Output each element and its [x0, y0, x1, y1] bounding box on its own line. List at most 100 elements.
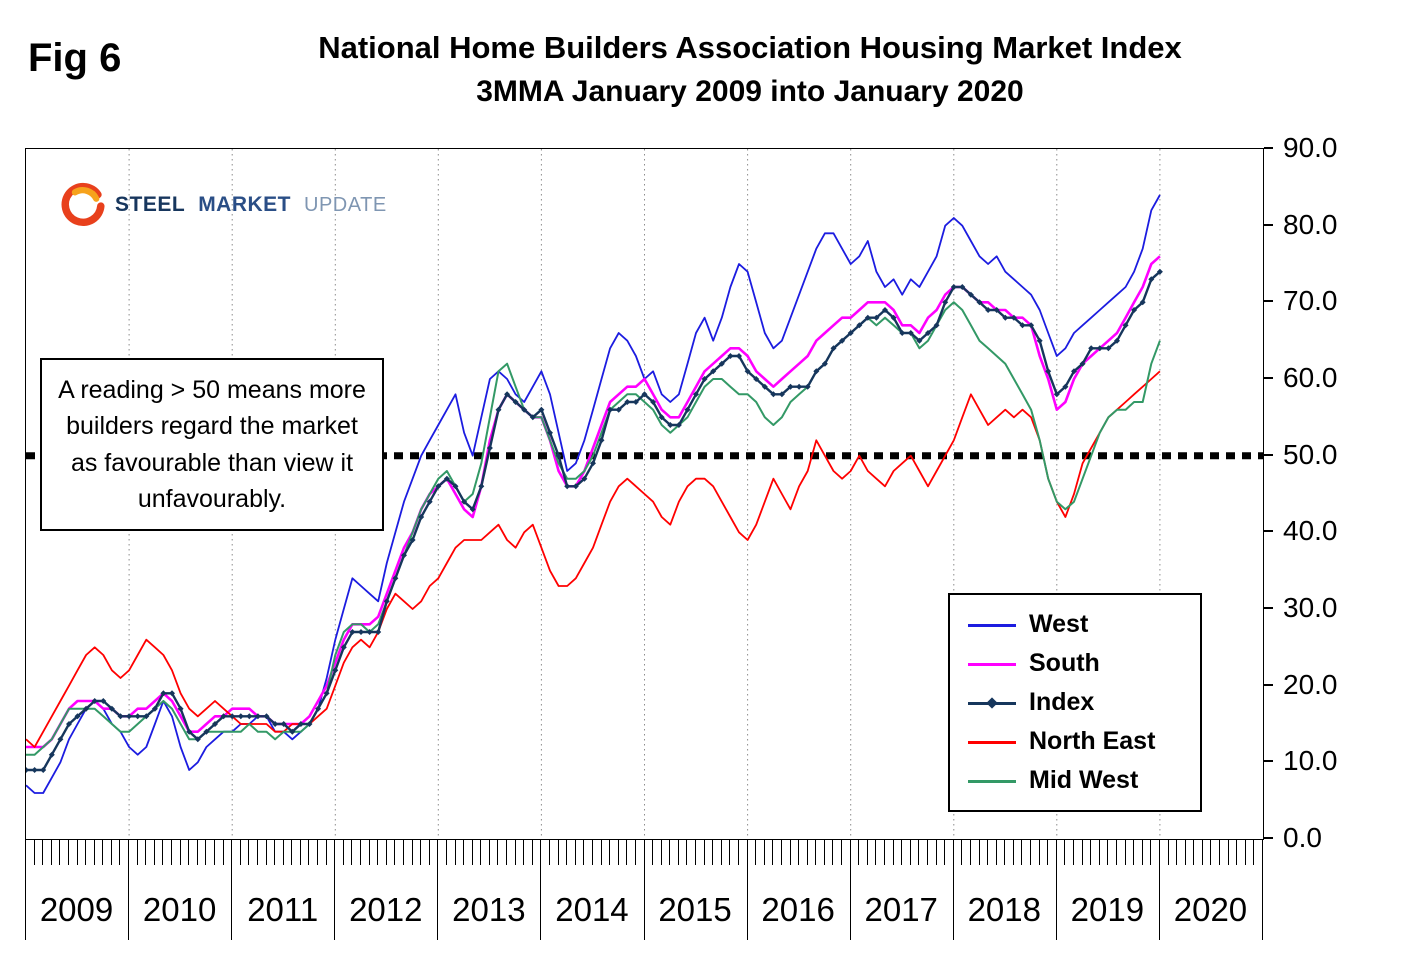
- annotation-box: A reading > 50 means more builders regar…: [40, 358, 384, 531]
- month-tick: [179, 840, 181, 865]
- month-tick: [583, 840, 585, 865]
- month-tick: [695, 840, 697, 865]
- month-tick: [531, 840, 533, 865]
- month-tick: [591, 840, 593, 865]
- month-tick: [360, 840, 362, 865]
- year-separator: [25, 840, 26, 940]
- month-tick: [763, 840, 765, 865]
- month-tick: [153, 840, 155, 865]
- legend-label-north-east: North East: [1029, 727, 1156, 755]
- year-label: 2015: [658, 891, 732, 928]
- month-tick: [385, 840, 387, 865]
- month-tick: [1073, 840, 1074, 865]
- month-tick: [1150, 840, 1152, 865]
- month-tick: [1210, 840, 1212, 865]
- month-tick: [866, 840, 868, 865]
- legend-label-mid-west: Mid West: [1029, 766, 1139, 794]
- month-tick: [1184, 840, 1186, 865]
- month-tick: [549, 840, 550, 865]
- year-label: 2010: [142, 891, 217, 928]
- month-tick: [368, 840, 370, 865]
- figure-number: Fig 6: [28, 36, 122, 80]
- month-tick: [377, 840, 379, 865]
- month-tick: [574, 840, 576, 865]
- year-separator: [952, 840, 954, 940]
- legend-diamond-marker: [986, 696, 998, 709]
- month-tick: [1253, 840, 1255, 865]
- month-tick: [1004, 840, 1006, 865]
- month-tick: [76, 840, 78, 865]
- month-tick: [566, 840, 568, 865]
- month-tick: [1193, 840, 1195, 865]
- year-separator: [231, 840, 233, 940]
- legend-label-index: Index: [1029, 688, 1095, 716]
- month-tick: [660, 840, 662, 865]
- month-tick: [1038, 840, 1040, 865]
- month-tick: [1064, 840, 1066, 865]
- month-tick: [102, 840, 104, 865]
- month-tick: [256, 840, 258, 865]
- month-tick: [926, 840, 928, 865]
- legend-line-sample-mid-west: [968, 774, 1016, 788]
- month-tick: [411, 840, 413, 865]
- legend-line-sample-north-east: [968, 735, 1016, 749]
- month-tick: [703, 840, 705, 865]
- month-tick: [506, 840, 508, 865]
- month-tick: [1115, 840, 1117, 865]
- logo-word-steel: STEEL: [115, 193, 186, 216]
- legend-label-south: South: [1029, 649, 1100, 677]
- year-separator: [643, 840, 645, 940]
- y-axis-label: 0.0: [1283, 822, 1322, 853]
- month-tick: [85, 840, 87, 865]
- legend-label-west: West: [1029, 610, 1089, 638]
- month-tick: [291, 840, 293, 865]
- month-tick: [282, 840, 284, 865]
- month-tick: [832, 840, 834, 865]
- month-tick: [145, 840, 147, 865]
- legend-items: West South Index North East Mid West: [968, 605, 1200, 800]
- year-label: 2017: [864, 891, 938, 928]
- month-tick: [626, 840, 628, 865]
- month-tick: [944, 840, 946, 865]
- month-tick: [901, 840, 903, 865]
- year-separator: [746, 840, 748, 940]
- month-tick: [772, 840, 774, 865]
- month-tick: [600, 840, 602, 865]
- month-tick: [677, 840, 679, 865]
- month-tick: [634, 840, 636, 865]
- chart-subtitle: 3MMA January 2009 into January 2020: [476, 75, 1024, 108]
- month-tick: [823, 840, 825, 865]
- month-tick: [815, 840, 817, 865]
- month-tick: [402, 840, 404, 865]
- month-tick: [806, 840, 808, 865]
- year-separator: [1262, 840, 1263, 940]
- month-tick: [892, 840, 894, 865]
- month-tick: [59, 840, 61, 865]
- month-tick: [205, 840, 207, 865]
- month-tick: [798, 840, 800, 865]
- month-tick: [1227, 840, 1229, 865]
- year-label: 2011: [247, 891, 319, 928]
- y-axis-tick: [1264, 530, 1273, 533]
- month-tick: [858, 840, 860, 865]
- month-tick: [188, 840, 190, 865]
- year-label: 2019: [1070, 891, 1145, 928]
- month-tick: [42, 840, 44, 865]
- month-tick: [720, 840, 722, 865]
- legend-row-north-east: North East: [968, 722, 1200, 761]
- logo-word-update: UPDATE: [304, 193, 387, 216]
- legend-row-west: West: [968, 605, 1200, 644]
- month-tick: [1124, 840, 1126, 865]
- y-axis-label: 30.0: [1283, 592, 1338, 623]
- month-tick: [978, 840, 980, 865]
- month-tick: [136, 840, 138, 865]
- month-tick: [1133, 840, 1135, 865]
- legend-row-south: South: [968, 644, 1200, 683]
- month-tick: [875, 840, 877, 865]
- month-tick: [712, 840, 714, 865]
- chart-title: National Home Builders Association Housi…: [318, 30, 1182, 65]
- legend-line-sample-index: [968, 696, 1016, 710]
- month-tick: [1098, 840, 1100, 865]
- month-tick: [265, 840, 267, 865]
- month-tick: [1219, 840, 1221, 865]
